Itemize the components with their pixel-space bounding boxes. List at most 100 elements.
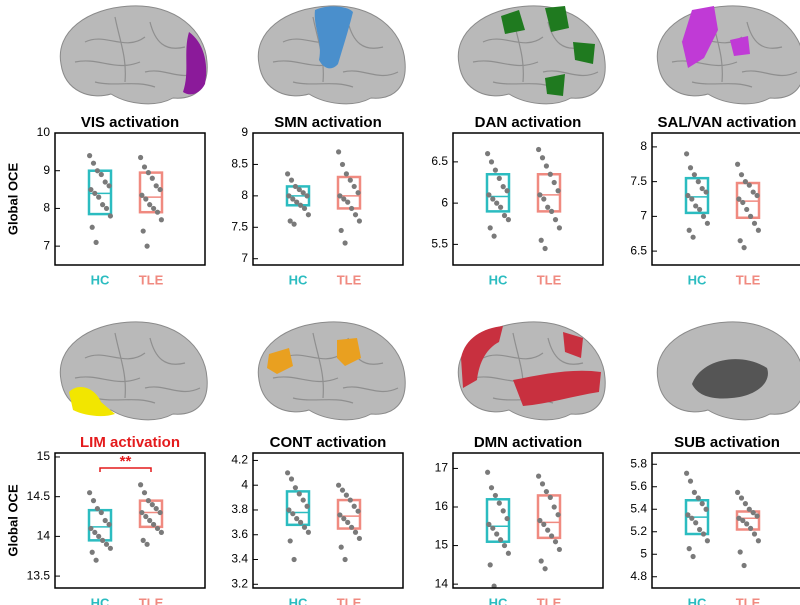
data-point (351, 183, 357, 190)
data-point (735, 489, 741, 495)
y-tick-label: 14 (435, 576, 449, 590)
data-point (741, 562, 747, 569)
data-point (305, 529, 311, 535)
data-point (287, 218, 293, 224)
data-point (336, 482, 342, 488)
data-point (537, 192, 543, 198)
y-tick-label: 7 (640, 209, 647, 223)
data-point (686, 227, 692, 233)
data-point (556, 546, 563, 553)
plot-frame (54, 132, 206, 266)
data-point (487, 562, 493, 568)
y-tick-label: 9 (43, 163, 50, 177)
data-point (737, 549, 743, 555)
data-point (501, 542, 508, 549)
plot-frame (252, 452, 404, 589)
data-point (693, 203, 699, 209)
data-point (685, 192, 691, 199)
data-point (294, 516, 300, 522)
y-tick-label: 13.5 (27, 568, 51, 582)
data-point (501, 212, 508, 219)
data-point (301, 205, 308, 212)
data-point (145, 170, 151, 176)
y-tick-label: 17 (435, 461, 449, 475)
data-point (96, 533, 102, 539)
data-point (338, 544, 344, 550)
data-point (744, 521, 750, 527)
data-point (343, 171, 349, 177)
data-point (296, 186, 302, 193)
x-tick-label: TLE (537, 272, 562, 287)
y-tick-label: 5.8 (630, 456, 647, 470)
data-point (551, 504, 557, 510)
data-point (736, 515, 742, 521)
plot-frame (452, 132, 604, 266)
y-axis-label: Global OCE (5, 484, 20, 557)
data-point (349, 205, 355, 212)
data-point (154, 209, 161, 215)
data-point (342, 240, 348, 246)
data-point (337, 193, 343, 199)
x-tick-label: TLE (337, 272, 362, 287)
x-tick-label: HC (489, 272, 508, 287)
data-point (695, 495, 701, 501)
data-point (339, 487, 346, 493)
data-point (141, 164, 148, 170)
data-point (703, 506, 709, 512)
data-point (485, 469, 491, 475)
data-point (90, 498, 97, 504)
y-tick-label: 14 (37, 529, 51, 543)
data-point (149, 175, 155, 181)
y-tick-label: 4 (241, 477, 248, 491)
data-point (740, 517, 746, 524)
data-point (292, 183, 298, 190)
data-point (151, 521, 157, 528)
data-point (138, 482, 144, 488)
data-point (341, 516, 347, 522)
brain-lim (59, 321, 208, 421)
x-tick-label: HC (91, 272, 110, 287)
data-point (100, 202, 106, 208)
data-point (704, 220, 711, 226)
data-point (87, 490, 93, 496)
chart-title: SUB activation (674, 434, 780, 451)
data-point (684, 151, 690, 157)
data-point (298, 519, 304, 525)
data-point (158, 217, 164, 223)
data-point (294, 199, 300, 205)
data-point (154, 525, 161, 532)
data-point (687, 165, 694, 171)
y-tick-label: 14.5 (27, 489, 51, 503)
data-point (695, 179, 701, 185)
data-point (486, 192, 492, 198)
data-point (500, 508, 506, 514)
significance-label: ** (120, 453, 132, 470)
data-point (487, 225, 493, 231)
data-point (742, 501, 749, 507)
y-tick-label: 3.8 (231, 502, 248, 516)
data-point (138, 154, 144, 161)
data-point (699, 501, 705, 507)
data-point (89, 549, 95, 555)
data-point (750, 510, 756, 516)
data-point (141, 490, 148, 496)
data-point (290, 196, 296, 202)
data-point (292, 485, 298, 491)
data-point (498, 204, 504, 210)
data-point (143, 513, 149, 520)
y-tick-label: 7.5 (630, 174, 647, 188)
data-point (92, 190, 98, 196)
brain-sal (656, 5, 800, 105)
data-point (356, 218, 362, 224)
data-point (703, 189, 709, 195)
data-point (355, 190, 361, 196)
x-tick-label: TLE (139, 595, 164, 605)
plot-frame (54, 452, 206, 589)
plot-frame (452, 452, 604, 589)
data-point (494, 200, 500, 206)
data-point (742, 179, 749, 185)
y-tick-label: 15 (37, 449, 51, 463)
significance-bracket (99, 467, 152, 472)
data-point (290, 511, 296, 517)
